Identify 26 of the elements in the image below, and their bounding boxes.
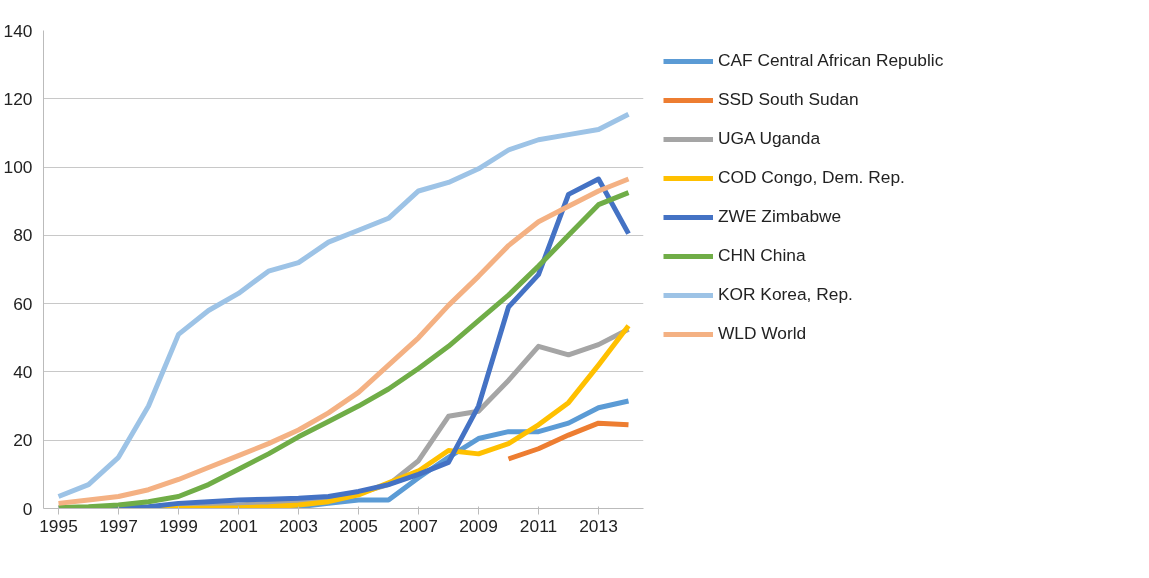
- y-tick-label: 40: [13, 361, 33, 382]
- y-tick-label: 140: [3, 20, 33, 41]
- y-tick-label: 80: [13, 225, 33, 246]
- legend-label: COD Congo, Dem. Rep.: [718, 167, 906, 188]
- legend-label: CAF Central African Republic: [718, 50, 945, 71]
- legend-label: CHN China: [718, 245, 807, 266]
- legend-label: SSD South Sudan: [718, 89, 860, 110]
- legend-label: ZWE Zimbabwe: [718, 206, 843, 227]
- y-tick-label: 100: [3, 157, 33, 178]
- x-tick-label: 2013: [579, 515, 618, 536]
- y-tick-label: 120: [3, 88, 33, 109]
- x-tick-label: 2005: [339, 515, 378, 536]
- y-tick-label: 60: [13, 293, 33, 314]
- legend-label: WLD World: [718, 323, 808, 344]
- x-tick-label: 2003: [279, 515, 318, 536]
- x-tick-label: 2007: [399, 515, 438, 536]
- x-tick-label: 2001: [219, 515, 258, 536]
- x-tick-label: 1997: [99, 515, 138, 536]
- legend-label: KOR Korea, Rep.: [718, 284, 854, 305]
- x-tick-label: 2009: [459, 515, 498, 536]
- x-tick-label: 1995: [39, 515, 78, 536]
- y-tick-label: 20: [13, 430, 33, 451]
- x-tick-label: 2011: [519, 515, 558, 536]
- x-tick-label: 1999: [159, 515, 198, 536]
- y-tick-label: 0: [22, 498, 33, 519]
- legend-label: UGA Uganda: [718, 128, 822, 149]
